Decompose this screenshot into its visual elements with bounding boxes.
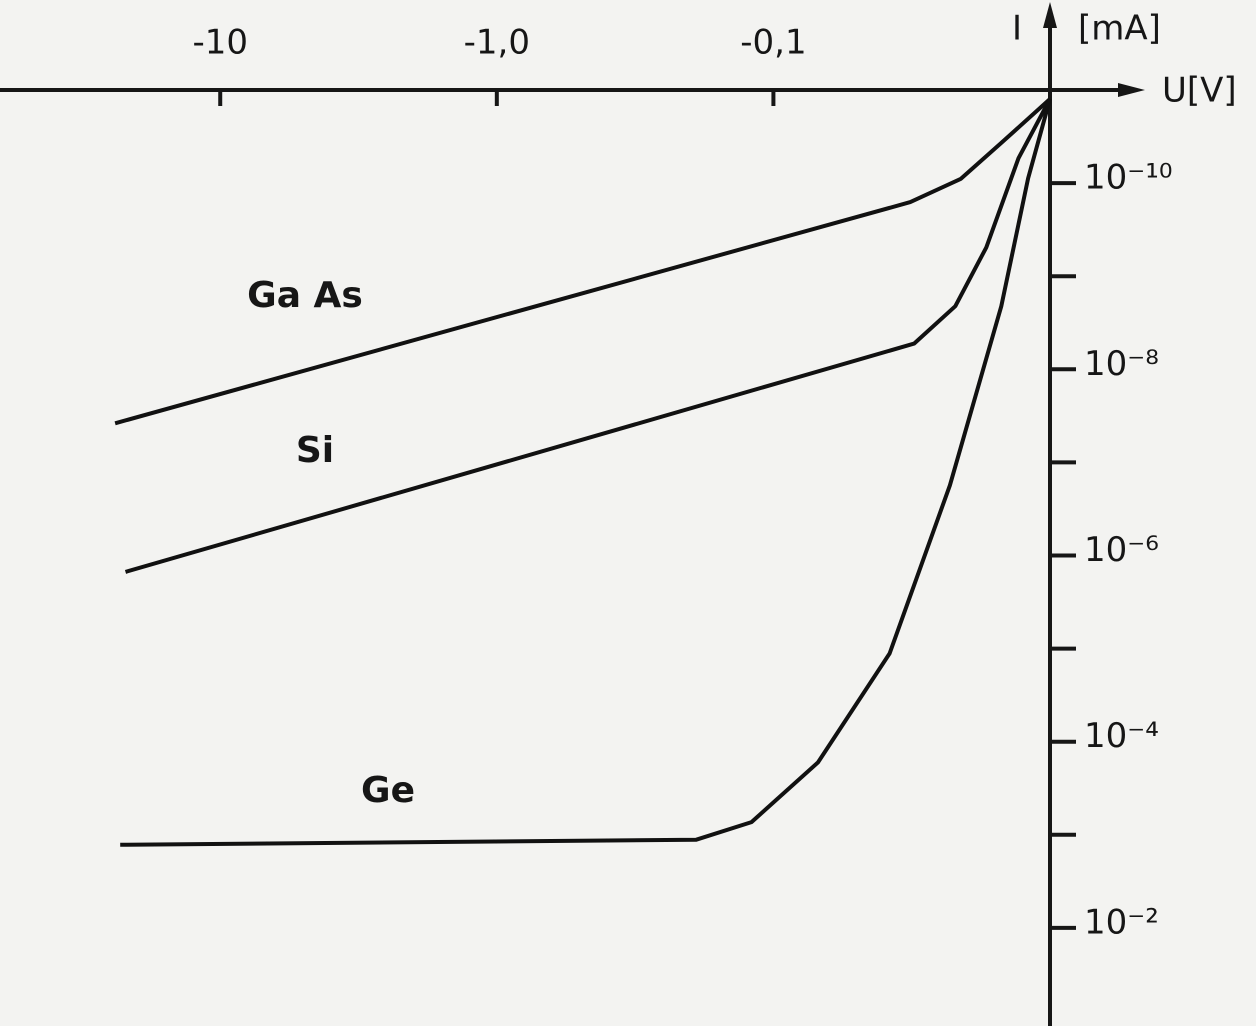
- y-tick-label: 10⁻⁴: [1084, 716, 1159, 756]
- y-axis-label: I: [1012, 9, 1022, 49]
- series-label: Ga As: [247, 275, 363, 316]
- x-tick-label: -10: [192, 23, 248, 63]
- x-axis-label: U[V]: [1162, 71, 1237, 111]
- series-line: [124, 98, 1052, 574]
- series-line: [114, 97, 1052, 426]
- x-tick-label: -1,0: [464, 23, 530, 63]
- y-axis-arrow: [1043, 2, 1057, 28]
- y-axis-unit: [mA]: [1078, 9, 1161, 49]
- series-label: Ge: [361, 770, 415, 811]
- y-tick-label: 10⁻⁶: [1084, 530, 1159, 570]
- x-axis-arrow: [1118, 83, 1145, 97]
- y-tick-label: 10⁻⁸: [1084, 344, 1159, 384]
- series-line: [120, 98, 1052, 847]
- y-tick-label: 10⁻²: [1084, 902, 1159, 942]
- y-tick-label: 10⁻¹⁰: [1084, 158, 1172, 198]
- x-tick-label: -0,1: [740, 23, 806, 63]
- series-label: Si: [296, 430, 334, 471]
